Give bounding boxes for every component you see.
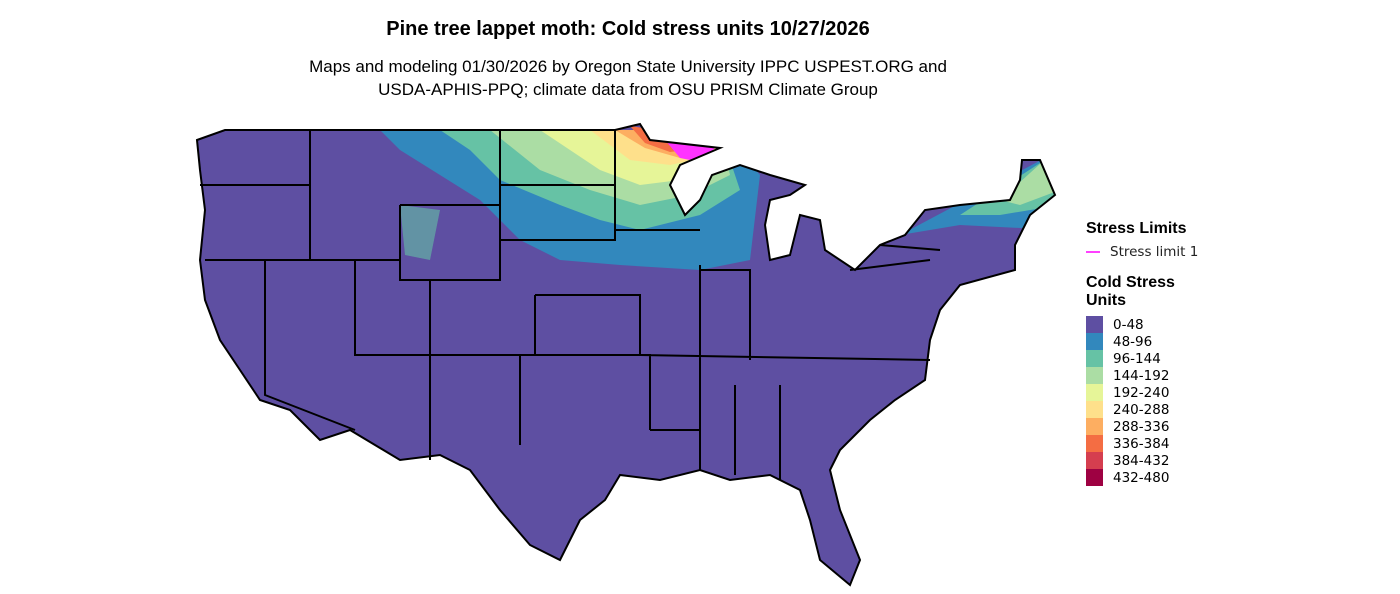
subtitle-line-1: Maps and modeling 01/30/2026 by Oregon S…	[309, 57, 947, 76]
zone-mountains	[400, 205, 440, 260]
legend-key: 96-144	[1086, 350, 1198, 367]
legend-label: 384-432	[1113, 452, 1170, 469]
legend-key: 240-288	[1086, 401, 1198, 418]
legend-key: 384-432	[1086, 452, 1198, 469]
legend-label: 288-336	[1113, 418, 1170, 435]
legend-key: 336-384	[1086, 435, 1198, 452]
legend-swatch	[1086, 316, 1103, 333]
legend-swatch	[1086, 418, 1103, 435]
legend-key: 288-336	[1086, 418, 1198, 435]
legend-swatch	[1086, 350, 1103, 367]
legend-key: 432-480	[1086, 469, 1198, 486]
legend-swatch	[1086, 435, 1103, 452]
legend-label: 96-144	[1113, 350, 1161, 367]
legend-swatch	[1086, 469, 1103, 486]
legend-label: 336-384	[1113, 435, 1170, 452]
units-title-line-1: Cold Stress	[1086, 274, 1175, 291]
state-borders	[196, 123, 1056, 586]
stress-limit-label: Stress limit 1	[1110, 244, 1199, 260]
stress-limits-title: Stress Limits	[1086, 220, 1187, 237]
legend-swatch	[1086, 384, 1103, 401]
legend-swatch	[1086, 452, 1103, 469]
legend-key: 144-192	[1086, 367, 1198, 384]
legend-swatch	[1086, 401, 1103, 418]
cold-stress-units-title: Cold Stress Units	[1086, 274, 1198, 310]
legend: Stress Limits Stress limit 1 Cold Stress…	[1086, 220, 1198, 486]
legend-swatch	[1086, 367, 1103, 384]
legend-label: 48-96	[1113, 333, 1153, 350]
stress-limit-line-swatch	[1086, 251, 1100, 253]
legend-label: 240-288	[1113, 401, 1170, 418]
legend-key: 0-48	[1086, 316, 1198, 333]
legend-key: 48-96	[1086, 333, 1198, 350]
legend-keys: 0-48 48-96 96-144 144-192 192-240 240-288 288-…	[1086, 316, 1198, 486]
legend-label: 192-240	[1113, 384, 1170, 401]
subtitle-line-2: USDA-APHIS-PPQ; climate data from OSU PR…	[378, 80, 878, 99]
stress-limit-item: Stress limit 1	[1086, 244, 1198, 260]
legend-label: 0-48	[1113, 316, 1144, 333]
legend-label: 144-192	[1113, 367, 1170, 384]
map-title: Pine tree lappet moth: Cold stress units…	[386, 18, 870, 40]
legend-label: 432-480	[1113, 469, 1170, 486]
map-subtitle: Maps and modeling 01/30/2026 by Oregon S…	[0, 55, 1256, 101]
legend-key: 192-240	[1086, 384, 1198, 401]
legend-swatch	[1086, 333, 1103, 350]
units-title-line-2: Units	[1086, 292, 1126, 309]
